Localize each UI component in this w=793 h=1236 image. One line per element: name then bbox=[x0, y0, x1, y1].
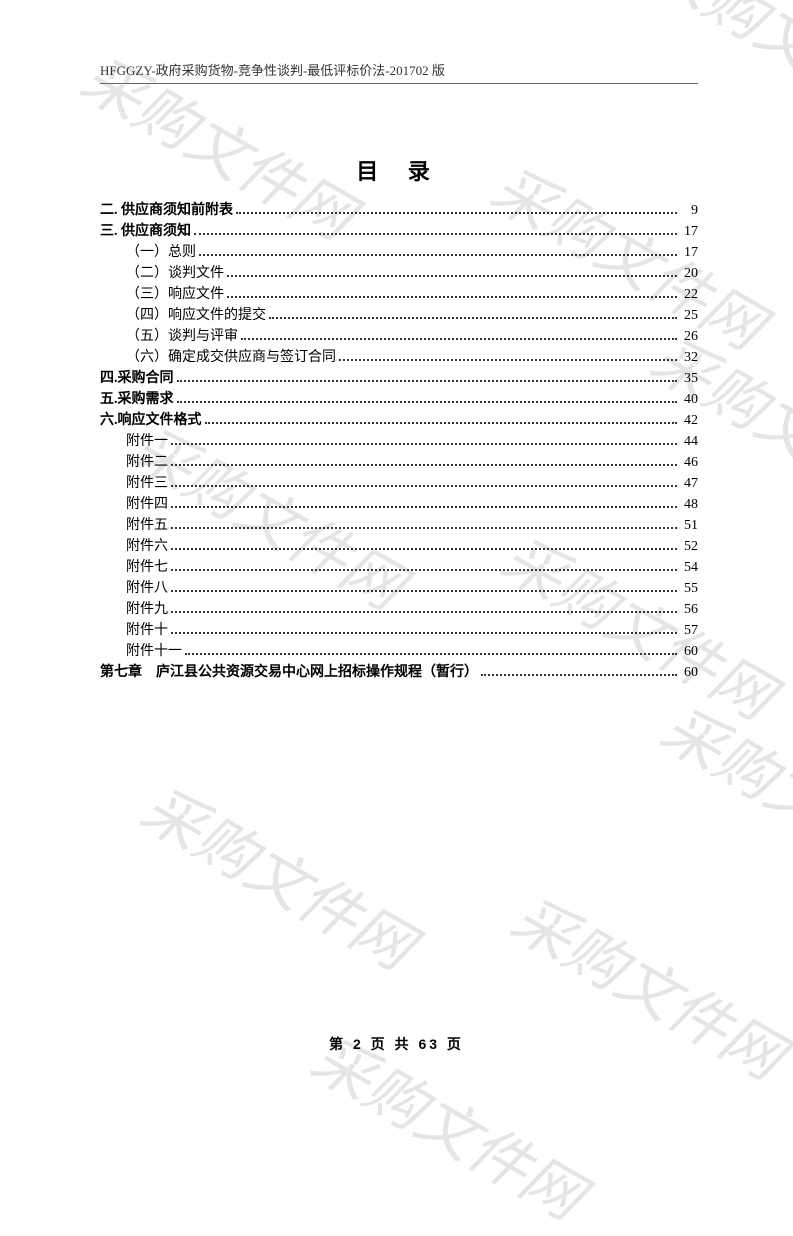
toc-row: 附件九 56 bbox=[100, 599, 698, 620]
toc-row: 附件八 55 bbox=[100, 578, 698, 599]
toc-page-number: 35 bbox=[680, 368, 698, 389]
toc-label: 附件十一 bbox=[100, 641, 182, 662]
toc-label: 附件五 bbox=[100, 515, 168, 536]
toc-leader-dots bbox=[171, 590, 677, 592]
toc-label: 附件七 bbox=[100, 557, 168, 578]
toc-page-number: 56 bbox=[680, 599, 698, 620]
toc-page-number: 25 bbox=[680, 305, 698, 326]
toc-label: （五）谈判与评审 bbox=[100, 326, 238, 347]
toc-leader-dots bbox=[171, 569, 677, 571]
toc-label: 附件四 bbox=[100, 494, 168, 515]
toc-label: （二）谈判文件 bbox=[100, 263, 224, 284]
toc-row: 附件三 47 bbox=[100, 473, 698, 494]
toc-label: （六）确定成交供应商与签订合同 bbox=[100, 347, 336, 368]
toc-row: （五）谈判与评审 26 bbox=[100, 326, 698, 347]
toc-label: 四.采购合同 bbox=[100, 368, 174, 389]
toc-leader-dots bbox=[185, 653, 677, 655]
toc-label: （三）响应文件 bbox=[100, 284, 224, 305]
toc-leader-dots bbox=[177, 401, 678, 403]
toc-row: （一）总则 17 bbox=[100, 242, 698, 263]
toc-leader-dots bbox=[171, 632, 677, 634]
toc-row: 附件五 51 bbox=[100, 515, 698, 536]
toc-page-number: 51 bbox=[680, 515, 698, 536]
toc-label: 五.采购需求 bbox=[100, 389, 174, 410]
toc-row: 附件七 54 bbox=[100, 557, 698, 578]
toc-page-number: 47 bbox=[680, 473, 698, 494]
toc-label: 附件二 bbox=[100, 452, 168, 473]
page-header: HFGGZY-政府采购货物-竞争性谈判-最低评标价法-201702 版 bbox=[100, 60, 698, 84]
toc-leader-dots bbox=[227, 275, 677, 277]
document-page: HFGGZY-政府采购货物-竞争性谈判-最低评标价法-201702 版 目 录 … bbox=[0, 0, 793, 1122]
toc-page-number: 22 bbox=[680, 284, 698, 305]
toc-label: 六.响应文件格式 bbox=[100, 410, 202, 431]
toc-page-number: 42 bbox=[680, 410, 698, 431]
toc-row: 五.采购需求 40 bbox=[100, 389, 698, 410]
toc-row: 三. 供应商须知 17 bbox=[100, 221, 698, 242]
toc-leader-dots bbox=[171, 548, 677, 550]
toc-page-number: 60 bbox=[680, 641, 698, 662]
toc-page-number: 26 bbox=[680, 326, 698, 347]
toc-row: 附件一 44 bbox=[100, 431, 698, 452]
toc-label: （一）总则 bbox=[100, 242, 196, 263]
toc-leader-dots bbox=[236, 212, 677, 214]
toc-label: 第七章 庐江县公共资源交易中心网上招标操作规程（暂行） bbox=[100, 662, 478, 683]
toc-row: 第七章 庐江县公共资源交易中心网上招标操作规程（暂行） 60 bbox=[100, 662, 698, 683]
toc-leader-dots bbox=[481, 674, 677, 676]
toc-leader-dots bbox=[171, 527, 677, 529]
toc-leader-dots bbox=[171, 443, 677, 445]
toc-label: 附件八 bbox=[100, 578, 168, 599]
toc-page-number: 54 bbox=[680, 557, 698, 578]
toc-row: 附件四 48 bbox=[100, 494, 698, 515]
toc-page-number: 48 bbox=[680, 494, 698, 515]
toc-title: 目 录 bbox=[100, 154, 698, 186]
toc-leader-dots bbox=[339, 359, 677, 361]
toc-leader-dots bbox=[171, 485, 677, 487]
toc-leader-dots bbox=[194, 233, 677, 235]
toc-row: （三）响应文件 22 bbox=[100, 284, 698, 305]
toc-leader-dots bbox=[177, 380, 678, 382]
toc-row: 四.采购合同 35 bbox=[100, 368, 698, 389]
toc-leader-dots bbox=[199, 254, 677, 256]
toc-label: 附件九 bbox=[100, 599, 168, 620]
table-of-contents: 二. 供应商须知前附表9三. 供应商须知17（一）总则17（二）谈判文件20（三… bbox=[100, 200, 698, 683]
toc-page-number: 57 bbox=[680, 620, 698, 641]
page-footer: 第 2 页 共 63 页 bbox=[0, 1034, 793, 1054]
toc-label: 附件三 bbox=[100, 473, 168, 494]
toc-label: （四）响应文件的提交 bbox=[100, 305, 266, 326]
toc-leader-dots bbox=[241, 338, 677, 340]
toc-page-number: 55 bbox=[680, 578, 698, 599]
toc-row: 二. 供应商须知前附表 9 bbox=[100, 200, 698, 221]
toc-page-number: 32 bbox=[680, 347, 698, 368]
toc-page-number: 60 bbox=[680, 662, 698, 683]
toc-page-number: 17 bbox=[680, 221, 698, 242]
toc-row: （四）响应文件的提交 25 bbox=[100, 305, 698, 326]
toc-row: （二）谈判文件 20 bbox=[100, 263, 698, 284]
toc-page-number: 44 bbox=[680, 431, 698, 452]
toc-page-number: 40 bbox=[680, 389, 698, 410]
toc-row: 附件十 57 bbox=[100, 620, 698, 641]
toc-row: 附件十一 60 bbox=[100, 641, 698, 662]
toc-leader-dots bbox=[171, 464, 677, 466]
toc-label: 二. 供应商须知前附表 bbox=[100, 200, 233, 221]
toc-page-number: 17 bbox=[680, 242, 698, 263]
toc-row: 六.响应文件格式 42 bbox=[100, 410, 698, 431]
toc-label: 三. 供应商须知 bbox=[100, 221, 191, 242]
toc-row: 附件二 46 bbox=[100, 452, 698, 473]
toc-page-number: 52 bbox=[680, 536, 698, 557]
toc-label: 附件六 bbox=[100, 536, 168, 557]
toc-row: （六）确定成交供应商与签订合同 32 bbox=[100, 347, 698, 368]
toc-leader-dots bbox=[171, 506, 677, 508]
toc-leader-dots bbox=[227, 296, 677, 298]
toc-page-number: 46 bbox=[680, 452, 698, 473]
toc-leader-dots bbox=[171, 611, 677, 613]
toc-page-number: 20 bbox=[680, 263, 698, 284]
toc-leader-dots bbox=[205, 422, 678, 424]
toc-row: 附件六 52 bbox=[100, 536, 698, 557]
toc-label: 附件一 bbox=[100, 431, 168, 452]
toc-label: 附件十 bbox=[100, 620, 168, 641]
toc-page-number: 9 bbox=[680, 200, 698, 221]
toc-leader-dots bbox=[269, 317, 677, 319]
